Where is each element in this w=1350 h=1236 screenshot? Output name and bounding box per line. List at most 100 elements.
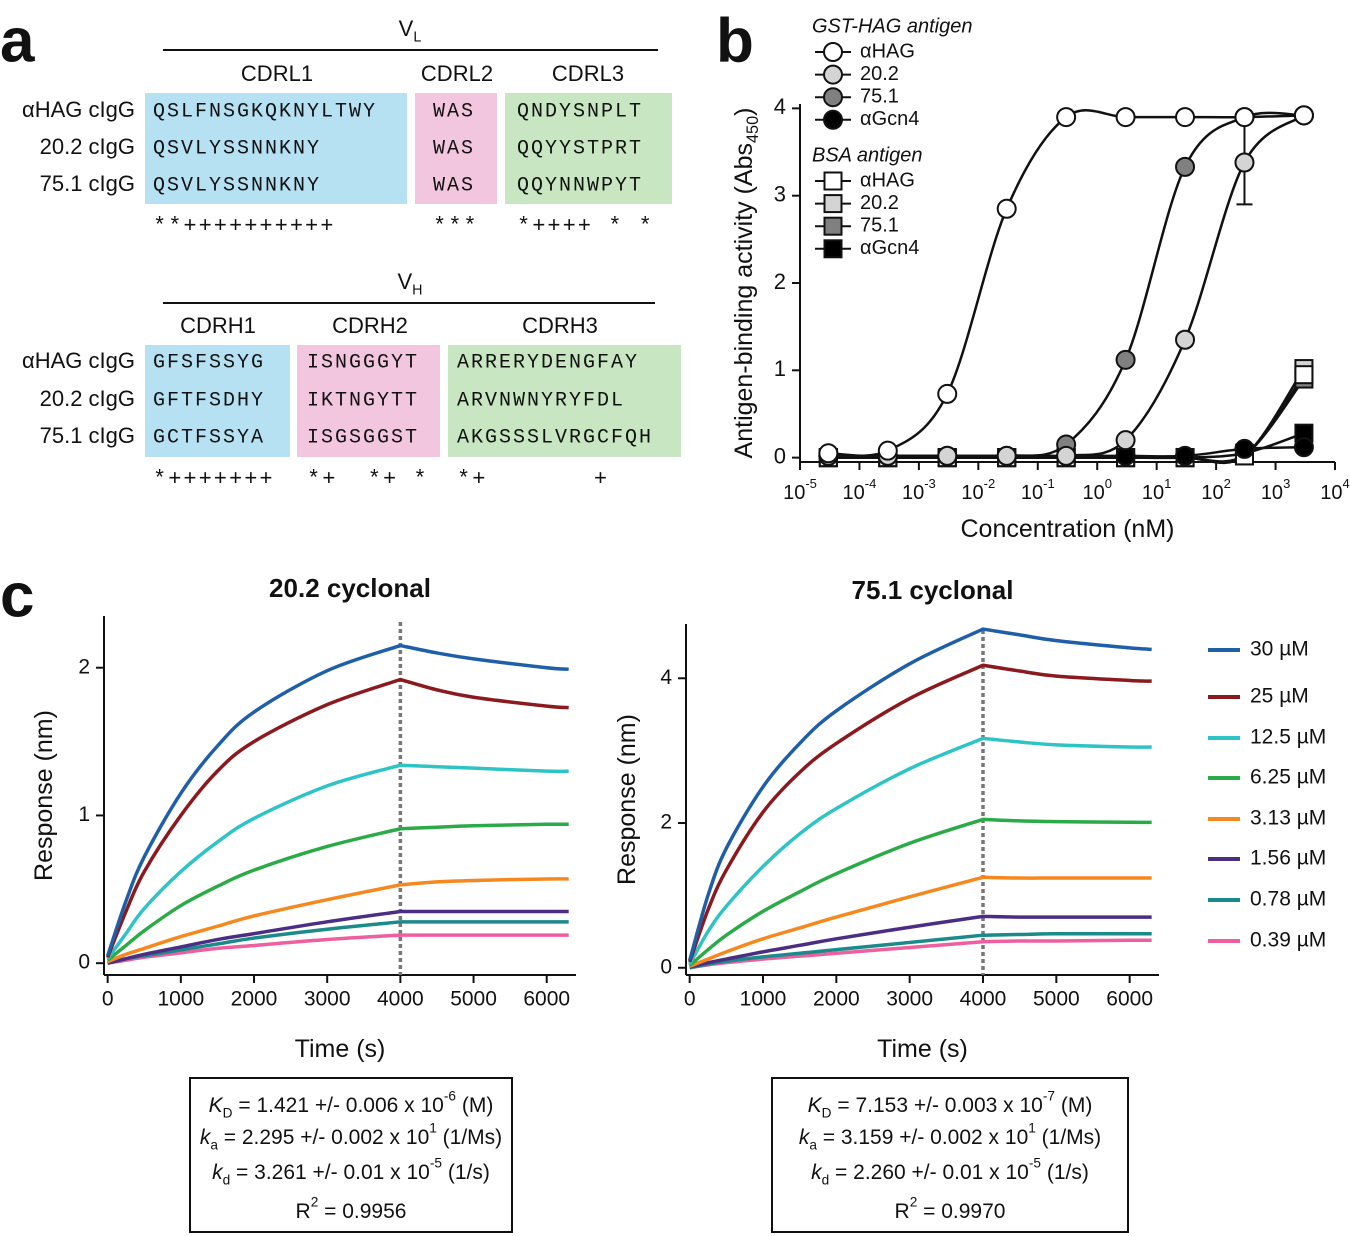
legend-label: 0.78 µM (1250, 888, 1326, 911)
text-part: Response (nm) (613, 714, 641, 885)
region-box (415, 93, 497, 204)
region-header: CDRL3 (552, 61, 624, 86)
fit-box (771, 1077, 1129, 1233)
sequence: GFSFSSYG (153, 351, 265, 374)
point (1293, 105, 1314, 126)
fit-box (189, 1077, 513, 1233)
series-line (688, 663, 1152, 963)
panel-label: a (0, 6, 35, 75)
text-part: (1/Ms) (437, 1126, 502, 1149)
text-part: 10 (1201, 482, 1223, 504)
point (1175, 329, 1196, 350)
legend-marker (823, 109, 843, 130)
series-line (828, 109, 1304, 457)
text-part: k (200, 1126, 212, 1149)
row-name: 75.1 cIgG (40, 171, 135, 196)
legend-marker (823, 42, 843, 62)
series-line (828, 114, 1305, 459)
text-part: -1 (1043, 476, 1055, 491)
point (1175, 445, 1196, 466)
text-part: = 0.9956 (318, 1200, 406, 1223)
row-name: 20.2 cIgG (40, 386, 135, 411)
region-box (145, 93, 407, 204)
text-part: Concentration (nM) (961, 515, 1175, 543)
y-tick-label: 4 (660, 666, 672, 689)
text-part: k (212, 1161, 224, 1184)
text-part: V (399, 16, 414, 41)
text-part: Response (nm) (30, 710, 58, 881)
y-axis-label: Antigen-binding activity (Abs450) (730, 108, 762, 459)
x-tick-label: 1000 (157, 988, 204, 1011)
text-part: K (209, 1094, 224, 1117)
legend-marker (823, 64, 843, 85)
conservation: *+ *+ * (307, 467, 429, 492)
series-line (107, 909, 569, 965)
region-box (297, 345, 440, 457)
row-name: αHAG cIgG (22, 97, 135, 122)
point (1115, 430, 1136, 451)
region-box (448, 345, 681, 457)
text-part: 2 (311, 1194, 319, 1209)
legend-marker (823, 194, 843, 214)
text-part: k (811, 1161, 823, 1184)
block-title: VL (399, 16, 422, 46)
point (1115, 107, 1136, 128)
x-tick-label: 4000 (377, 988, 424, 1011)
text-part: 1 (1164, 476, 1171, 491)
point (1234, 438, 1255, 459)
text-part: d (822, 1172, 830, 1187)
panel-label: c (0, 561, 34, 630)
legend-label: 3.13 µM (1250, 807, 1326, 830)
text-part: -5 (430, 1155, 443, 1170)
text-part: -5 (1029, 1155, 1042, 1170)
sequence: QQYYSTPRT (517, 137, 643, 160)
y-axis-label: Response (nm) (613, 714, 641, 885)
fit-line: ka = 2.295 +/- 0.002 x 101 (1/Ms) (200, 1120, 502, 1152)
sequence: WAS (433, 100, 475, 123)
text-part: 10 (1261, 482, 1283, 504)
y-tick-label: 0 (774, 443, 786, 468)
y-tick-label: 0 (660, 955, 672, 978)
fit-line: ka = 3.159 +/- 0.002 x 101 (1/Ms) (799, 1120, 1101, 1152)
series-line (689, 875, 1152, 968)
text-part: k (799, 1126, 811, 1149)
fit-line: R2 = 0.9970 (895, 1194, 1006, 1222)
series-line (105, 643, 569, 957)
legend-marker (823, 239, 843, 259)
y-tick-label: 1 (78, 803, 90, 826)
text-part: 450 (744, 116, 762, 143)
x-tick-label: 6000 (523, 988, 570, 1011)
conservation: *+++++++ (153, 467, 275, 492)
fit-line: kd = 3.261 +/- 0.01 x 10-5 (1/s) (212, 1155, 490, 1187)
region-box (505, 93, 672, 204)
legend-label: 75.1 (860, 85, 899, 107)
text-part: -7 (1043, 1088, 1055, 1103)
series-line (106, 822, 569, 962)
x-tick-label: 10-5 (783, 476, 817, 504)
x-tick-label: 5000 (1033, 988, 1080, 1011)
legend-label: 1.56 µM (1250, 847, 1326, 870)
x-tick-label: 1000 (740, 988, 787, 1011)
text-part: = 3.261 +/- 0.01 x 10 (230, 1161, 430, 1184)
x-tick-label: 101 (1142, 476, 1171, 504)
text-part: -3 (924, 476, 936, 491)
x-tick-label: 103 (1261, 476, 1290, 504)
point (937, 445, 958, 466)
legend-label: 25 µM (1250, 685, 1309, 708)
point (1056, 107, 1077, 128)
conservation: **++++++++++ (153, 214, 335, 239)
text-part: = 7.153 +/- 0.003 x 10 (832, 1094, 1043, 1117)
series-line (106, 677, 569, 958)
text-part: R (296, 1200, 311, 1223)
series-line (107, 877, 569, 964)
text-part: = 1.421 +/- 0.006 x 10 (233, 1094, 444, 1117)
y-axis-label: Response (nm) (30, 710, 58, 881)
chart-title: 75.1 cyclonal (852, 575, 1014, 605)
sequence: WAS (433, 174, 475, 197)
sequence: ISGSGGST (307, 426, 419, 449)
row-name: αHAG cIgG (22, 348, 135, 373)
text-part: 10 (783, 482, 805, 504)
legend-label: αHAG (860, 40, 915, 62)
legend-marker (823, 171, 843, 191)
point (996, 445, 1017, 466)
